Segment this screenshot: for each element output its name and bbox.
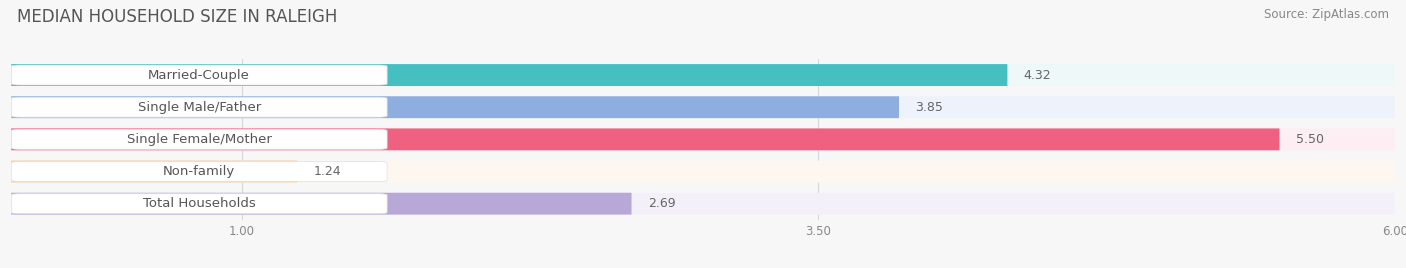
Text: Single Female/Mother: Single Female/Mother xyxy=(127,133,271,146)
FancyBboxPatch shape xyxy=(11,128,1395,150)
Text: MEDIAN HOUSEHOLD SIZE IN RALEIGH: MEDIAN HOUSEHOLD SIZE IN RALEIGH xyxy=(17,8,337,26)
Text: 2.69: 2.69 xyxy=(648,197,675,210)
Text: 3.85: 3.85 xyxy=(915,101,943,114)
FancyBboxPatch shape xyxy=(11,161,297,183)
FancyBboxPatch shape xyxy=(11,161,1395,183)
Text: Source: ZipAtlas.com: Source: ZipAtlas.com xyxy=(1264,8,1389,21)
FancyBboxPatch shape xyxy=(11,65,387,85)
FancyBboxPatch shape xyxy=(11,193,631,215)
Text: Single Male/Father: Single Male/Father xyxy=(138,101,260,114)
FancyBboxPatch shape xyxy=(11,162,387,181)
FancyBboxPatch shape xyxy=(11,194,387,214)
FancyBboxPatch shape xyxy=(11,96,1395,118)
Text: Non-family: Non-family xyxy=(163,165,235,178)
Text: 1.24: 1.24 xyxy=(314,165,340,178)
FancyBboxPatch shape xyxy=(11,97,387,117)
FancyBboxPatch shape xyxy=(11,129,387,149)
Text: 4.32: 4.32 xyxy=(1024,69,1052,81)
FancyBboxPatch shape xyxy=(11,96,898,118)
Text: Married-Couple: Married-Couple xyxy=(148,69,250,81)
Text: 5.50: 5.50 xyxy=(1295,133,1323,146)
FancyBboxPatch shape xyxy=(11,64,1395,86)
FancyBboxPatch shape xyxy=(11,193,1395,215)
FancyBboxPatch shape xyxy=(11,64,1007,86)
FancyBboxPatch shape xyxy=(11,128,1279,150)
Text: Total Households: Total Households xyxy=(143,197,256,210)
